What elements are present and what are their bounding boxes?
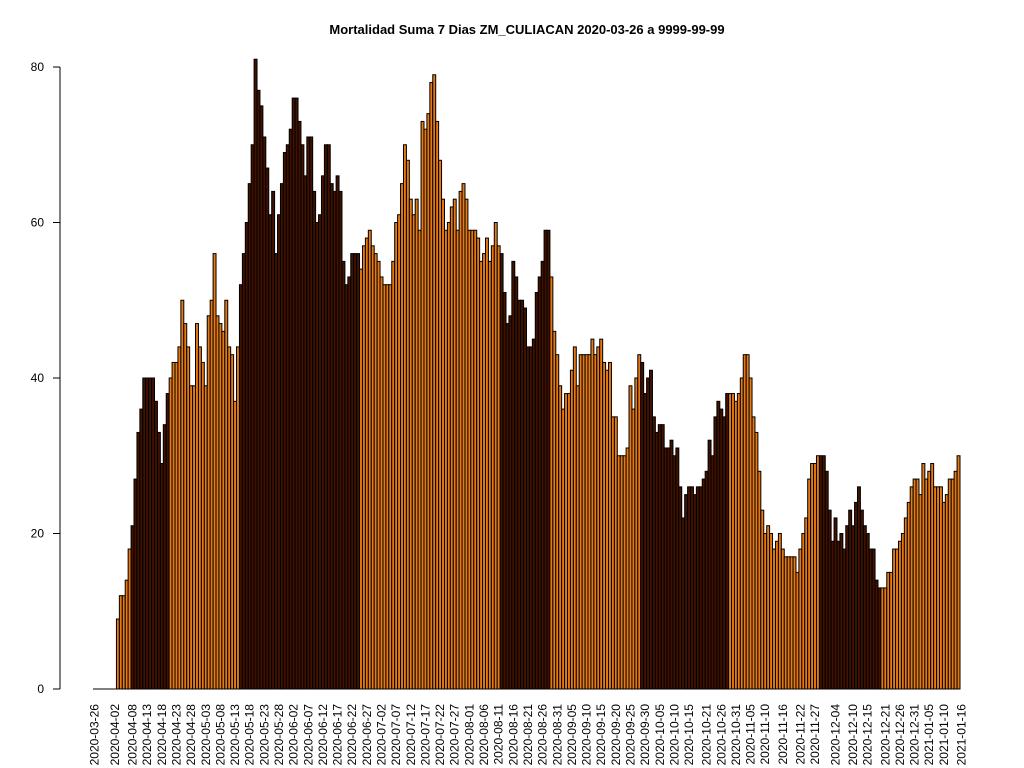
x-tick-label: 2020-08-31 — [550, 704, 564, 766]
x-tick-label: 2020-07-02 — [375, 704, 389, 766]
x-tick-label: 2020-05-08 — [213, 704, 227, 766]
x-tick-label: 2020-09-25 — [623, 704, 637, 766]
x-tick-label: 2020-09-20 — [609, 704, 623, 766]
x-tick-label: 2020-04-23 — [169, 704, 183, 766]
x-tick-label: 2020-12-21 — [878, 704, 892, 766]
x-tick-label: 2020-11-22 — [793, 704, 807, 765]
y-tick-label: 20 — [31, 527, 45, 541]
y-tick-label: 80 — [31, 60, 45, 74]
x-tick-label: 2020-03-26 — [87, 704, 101, 766]
x-tick-label: 2020-10-05 — [653, 704, 667, 766]
x-tick-label: 2020-12-15 — [861, 704, 875, 766]
bar — [956, 455, 961, 690]
x-tick-label: 2020-06-02 — [287, 704, 301, 766]
x-tick-label: 2020-07-17 — [418, 704, 432, 766]
x-tick-label: 2020-08-21 — [521, 704, 535, 766]
x-tick-label: 2020-06-27 — [360, 704, 374, 766]
x-tick-label: 2020-09-10 — [580, 704, 594, 766]
x-tick-label: 2020-05-13 — [228, 704, 242, 766]
x-tick-label: 2020-06-07 — [301, 704, 315, 766]
x-tick-label: 2020-04-08 — [126, 704, 140, 766]
x-tick-label: 2020-12-31 — [908, 704, 922, 766]
x-tick-label: 2020-12-10 — [846, 704, 860, 766]
x-tick-label: 2020-08-16 — [506, 704, 520, 766]
x-tick-label: 2020-04-28 — [184, 704, 198, 766]
x-tick-label: 2020-11-10 — [758, 704, 772, 765]
x-tick-label: 2020-09-30 — [638, 704, 652, 766]
x-tick-label: 2020-08-11 — [492, 704, 506, 765]
x-tick-label: 2020-08-01 — [462, 704, 476, 766]
x-tick-label: 2020-08-26 — [536, 704, 550, 766]
x-tick-label: 2020-10-15 — [682, 704, 696, 766]
x-tick-label: 2020-04-18 — [155, 704, 169, 766]
x-tick-label: 2020-06-17 — [331, 704, 345, 766]
bars-group — [93, 58, 961, 690]
x-tick-label: 2020-04-02 — [108, 704, 122, 766]
x-tick-label: 2020-12-26 — [893, 704, 907, 766]
x-tick-label: 2020-06-12 — [316, 704, 330, 766]
y-axis: 0 20 40 60 80 — [31, 60, 61, 696]
x-tick-label: 2020-07-12 — [404, 704, 418, 766]
x-tick-label: 2020-12-04 — [829, 704, 843, 766]
y-tick-label: 0 — [37, 682, 44, 696]
x-axis: 2020-03-26 2020-04-02 2020-04-08 2020-04-13… — [87, 704, 968, 766]
x-tick-label: 2020-11-16 — [776, 704, 790, 765]
x-tick-label: 2020-10-10 — [667, 704, 681, 766]
y-tick-label: 40 — [31, 371, 45, 385]
x-tick-label: 2020-06-22 — [345, 704, 359, 766]
x-tick-label: 2020-10-21 — [700, 704, 714, 766]
x-tick-label: 2020-05-23 — [257, 704, 271, 766]
x-tick-label: 2020-11-27 — [808, 704, 822, 765]
x-tick-label: 2020-05-28 — [272, 704, 286, 766]
x-tick-label: 2021-01-05 — [922, 704, 936, 766]
x-tick-label: 2020-08-06 — [477, 704, 491, 766]
x-tick-label: 2020-07-07 — [389, 704, 403, 766]
x-tick-label: 2020-05-03 — [199, 704, 213, 766]
x-tick-label: 2020-11-05 — [744, 704, 758, 765]
x-tick-label: 2020-10-26 — [714, 704, 728, 766]
x-tick-label: 2020-05-18 — [243, 704, 257, 766]
x-tick-label: 2020-07-22 — [433, 704, 447, 766]
x-tick-label: 2021-01-10 — [937, 704, 951, 766]
x-tick-label: 2021-01-16 — [954, 704, 968, 766]
x-tick-label: 2020-09-05 — [565, 704, 579, 766]
x-tick-label: 2020-09-15 — [594, 704, 608, 766]
x-tick-label: 2020-07-27 — [448, 704, 462, 766]
chart-title: Mortalidad Suma 7 Dias ZM_CULIACAN 2020-… — [329, 22, 725, 37]
y-tick-label: 60 — [31, 216, 45, 230]
x-tick-label: 2020-04-13 — [140, 704, 154, 766]
x-tick-label: 2020-10-31 — [729, 704, 743, 766]
